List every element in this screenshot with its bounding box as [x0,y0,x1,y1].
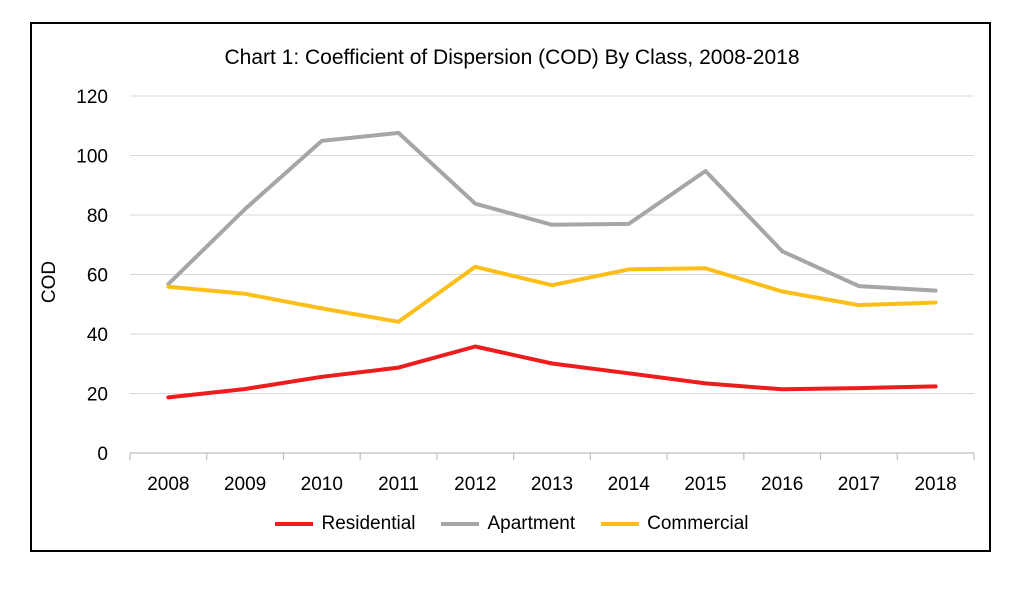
y-tick-label: 0 [97,444,108,465]
legend-label: Commercial [647,513,749,534]
series-line-commercial [166,264,938,324]
x-tick-label: 2017 [838,474,880,495]
y-tick-label: 60 [87,266,108,287]
x-tick-label: 2018 [914,474,956,495]
x-tick-label: 2014 [608,474,651,495]
x-tick-label: 2015 [684,474,726,495]
chart-legend: Residential Apartment Commercial [0,512,1024,536]
y-tick-label: 40 [87,325,108,346]
x-tick-label: 2008 [147,474,189,495]
y-tick-label: 20 [87,385,108,406]
x-tick-label: 2012 [454,474,496,495]
legend-item-apartment: Apartment [441,513,575,535]
y-axis-label: COD [39,261,60,303]
y-tick-label: 120 [76,87,108,108]
legend-swatch [601,522,640,526]
chart-title: Chart 1: Coefficient of Dispersion (COD)… [224,46,800,69]
x-tick-label: 2010 [301,474,343,495]
y-tick-label: 80 [87,206,108,227]
y-tick-label: 100 [76,147,108,168]
legend-label: Apartment [487,513,576,534]
x-tick-label: 2016 [761,474,803,495]
series-line-residential [166,344,938,400]
legend-swatch [275,522,314,526]
legend-label: Residential [321,513,416,534]
x-tick-label: 2013 [531,474,573,495]
legend-swatch [441,522,480,526]
series-line-apartment [166,130,938,293]
legend-item-residential: Residential [275,513,415,535]
x-tick-label: 2009 [224,474,266,495]
x-tick-label: 2011 [378,474,419,495]
legend-item-commercial: Commercial [601,513,749,535]
